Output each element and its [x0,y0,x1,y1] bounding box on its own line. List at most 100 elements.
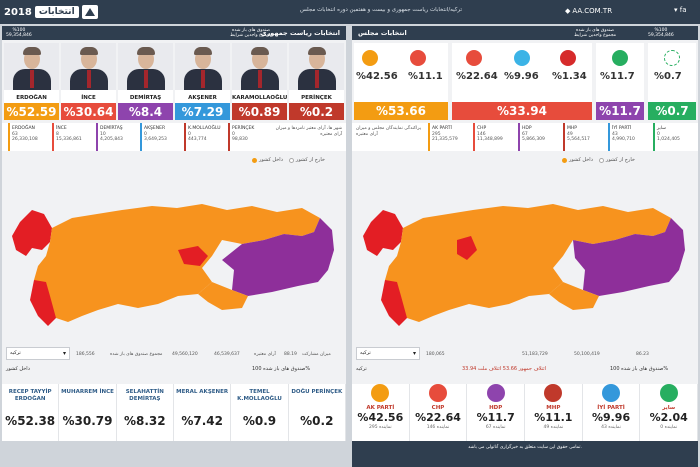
region-select[interactable]: ترکیه [6,347,70,360]
candidate-result[interactable]: DOĞU PERİNÇEK %0.2 [288,384,346,441]
result-name: MERAL AKŞENER [176,389,229,395]
row-opened: صندوق های باز شده 100% [610,366,669,372]
map-legend: داخل کشور خارج از کشور [252,157,325,163]
party-result[interactable]: HDP %11.7 67 نماینده [467,384,526,441]
stat-name: HDP [522,126,532,131]
stat-votes: 11,348,899 [477,137,503,142]
candidate-result[interactable]: TEMEL K.MOLLAOĞLU %0.9 [231,384,289,441]
election-logo[interactable]: 2018 انتخابات [4,2,98,22]
stat-name: DEMİRTAŞ [100,126,123,131]
stat-name: K.MOLLAOĞLU [188,126,221,131]
map-region-aegean[interactable] [381,280,407,326]
map-region-tunceli[interactable] [178,246,208,266]
result-name: HDP [489,405,503,411]
map-region-central[interactable] [385,204,671,322]
candidate-result[interactable]: MUHARREM İNCE %30.79 [59,384,117,441]
candidate-photo [118,43,173,90]
stat-name: CHP [477,126,487,131]
seats-count: 295 [369,425,378,430]
aa-logo-icon [81,5,98,19]
candidate-photo [4,43,59,90]
stat-provinces: 10 [100,131,106,137]
party-hdp[interactable]: %11.7 HDP %11.7 [596,43,644,120]
candidate-card[interactable]: KARAMOLLAOĞLU %0.89 [232,43,287,120]
candidate-name: İNCE [61,94,116,103]
party-result[interactable]: سایر %2.04 0 نماینده [640,384,699,441]
opened-label: صندوق های باز شده [576,28,615,33]
legend-domestic[interactable]: داخل کشور [569,157,593,163]
result-pct: %0.9 [242,414,277,428]
stat-votes: 26,330,108 [12,137,38,142]
presidential-results-table: RECEP TAYYİP ERDOĞAN %52.38 MUHARREM İNCE%… [2,384,346,441]
map-region-eskisehir[interactable] [457,236,477,260]
language-switch[interactable]: ▾ fa [674,6,687,14]
candidate-pct: %30.64 [61,103,116,120]
alliance-people-pct: %53.66 [376,104,426,118]
result-name: DOĞU PERİNÇEK [291,389,343,395]
portrait-tie [143,70,148,88]
candidate-card[interactable]: AKŞENER %7.29 [175,43,230,120]
footer-text: تمامی حقوق این سایت متعلق به خبرگزاری آن… [468,445,582,450]
parliament-map[interactable]: داخل کشور خارج از کشور [352,154,698,364]
candidate-result[interactable]: RECEP TAYYİP ERDOĞAN %52.38 [2,384,60,441]
candidate-result[interactable]: SELAHATTİN DEMİRTAŞ %8.32 [116,384,174,441]
party-result[interactable]: AK PARTİ %42.56 295 نماینده [352,384,410,441]
site-link[interactable]: ◆ AA.COM.TR [565,7,612,15]
map-region-thrace[interactable] [12,210,52,256]
map-region-southeast[interactable] [573,218,685,296]
seats-count: 49 [543,425,550,430]
alliance-nation-total: ائتلاف ملت %33.94 [452,94,592,120]
party-result[interactable]: İYİ PARTİ %9.96 43 نماینده [582,384,641,441]
legend-domestic[interactable]: داخل کشور [259,157,283,163]
turnout: 86.23 [636,352,649,357]
alliance-nation[interactable]: %22.64 %9.96 %1.34 ائتلاف ملت %33.94 [452,43,592,120]
seats-label: نماینده [550,425,564,430]
candidate-stat: İNCE 8 15,336,861 [56,126,82,143]
turkey-map-left [12,204,334,326]
total-votes: 51,183,729 [522,352,548,357]
candidate-card[interactable]: PERİNÇEK %0.2 [289,43,344,120]
legend-abroad[interactable]: خارج از کشور [295,157,325,163]
stat-seats: 0 [657,131,660,137]
stat-name: AK PARTİ [432,126,452,131]
result-seats: 43 نماینده [583,425,640,430]
stat-provinces: 63 [12,131,18,137]
region-select[interactable]: ترکیه [356,347,420,360]
map-region-aegean[interactable] [30,280,56,326]
parliament-panel: صندوق های باز شده مجموع واجدین شرایط %10… [352,26,699,441]
stat-votes: 15,336,861 [56,137,82,142]
breadcrumb: ترکیه/انتخابات ریاست جمهوری و بیست و هفت… [300,7,462,13]
result-pct: %52.38 [5,414,56,428]
party-others[interactable]: %0.7 سایر %0.7 [648,43,696,120]
candidate-result[interactable]: MERAL AKŞENER %7.42 [173,384,232,441]
turnout: 88.19 [284,352,297,357]
hdp-tree-icon [612,50,628,66]
result-pct: %11.7 [476,411,515,424]
result-pct: %7.42 [181,414,223,428]
map-region-south[interactable] [198,282,248,310]
candidate-card[interactable]: İNCE %30.64 [61,43,116,120]
saadet-pct: %1.34 [552,71,587,82]
map-region-thrace[interactable] [363,210,403,256]
alliance-people[interactable]: %42.56 %11.1 ائتلاف جمهور %53.66 [354,43,448,120]
party-result[interactable]: MHP %11.1 49 نماینده [525,384,583,441]
presidential-map[interactable]: داخل کشور خارج از کشور [2,154,346,364]
candidate-card[interactable]: DEMİRTAŞ %8.4 [118,43,173,120]
party-result[interactable]: CHP %22.64 146 نماینده [409,384,468,441]
stat-color-bar [184,123,186,151]
candidate-card[interactable]: ERDOĞAN %52.59 [4,43,59,120]
others-pct: %0.7 [654,71,682,82]
legend-abroad[interactable]: خارج از کشور [605,157,635,163]
candidate-stats: شهر ها، آرای معتبر نامزدها و میزان آرای … [2,123,346,151]
result-name: سایر [662,405,676,411]
candidate-name: ERDOĞAN [4,94,59,103]
seats-count: 67 [485,425,492,430]
candidate-pct: %52.59 [4,103,59,120]
map-region-south[interactable] [549,282,599,310]
legend-dot [598,157,604,163]
seats-count: 43 [601,425,607,430]
map-region-southeast[interactable] [222,218,334,296]
stat-color-bar [563,123,565,151]
opened-boxes: 180,065 [426,352,445,357]
map-region-central[interactable] [34,204,320,322]
